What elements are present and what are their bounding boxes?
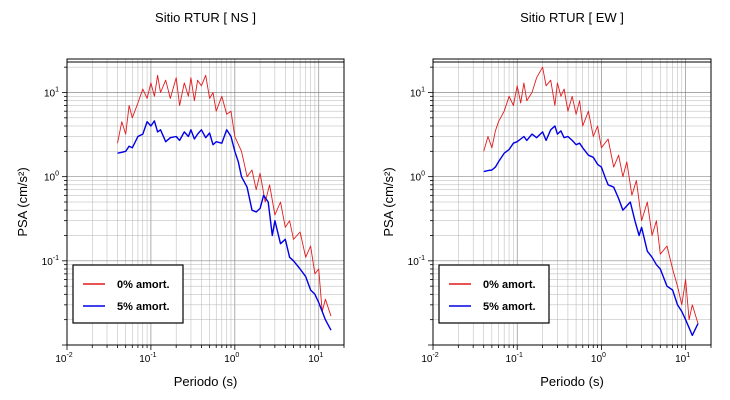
grid	[66, 59, 345, 346]
chart-title: Sitio RTUR [ NS ]	[155, 10, 256, 25]
series-line-blue	[117, 120, 332, 331]
y-tick-label: 10-1	[42, 255, 59, 268]
x-tick-label: 10-2	[55, 352, 72, 365]
chart-title: Sitio RTUR [ EW ]	[520, 10, 624, 25]
x-tick-label: 100	[591, 352, 606, 365]
legend-box	[438, 264, 550, 324]
x-tick-label: 101	[308, 352, 323, 365]
y-axis-label: PSA (cm/s²)	[15, 167, 30, 236]
y-tick-label: 10-1	[408, 255, 425, 268]
series-group	[117, 74, 332, 331]
plot-frame	[432, 58, 712, 346]
legend: 0% amort. 5% amort.	[438, 264, 550, 324]
x-axis-label: Periodo (s)	[174, 374, 238, 389]
chart-panel-1: Sitio RTUR [ NS ] 10-2 10-1 100 101 10-1 100 10…	[15, 10, 345, 389]
legend-label: 0% amort.	[117, 279, 170, 291]
series-group	[483, 66, 699, 337]
x-tick-label: 100	[224, 352, 239, 365]
x-tick-label: 10-1	[139, 352, 156, 365]
y-tick-label: 100	[44, 171, 59, 184]
x-tick-label: 10-1	[506, 352, 523, 365]
x-tick-label: 10-2	[421, 352, 438, 365]
legend-label: 5% amort.	[117, 301, 170, 313]
y-axis-label: PSA (cm/s²)	[381, 167, 396, 236]
legend: 0% amort. 5% amort.	[72, 264, 184, 324]
series-line-red	[483, 66, 699, 324]
series-line-blue	[483, 125, 699, 337]
x-tick-label: 101	[675, 352, 690, 365]
plot-frame	[66, 58, 345, 346]
chart-panel-2: Sitio RTUR [ EW ] 10-2 10-1 100 101 10-1 100 10…	[381, 10, 712, 389]
y-tick-label: 100	[410, 171, 425, 184]
y-tick-label: 101	[410, 86, 425, 99]
legend-label: 5% amort.	[483, 301, 536, 313]
legend-box	[72, 264, 184, 324]
y-tick-label: 101	[44, 86, 59, 99]
x-axis-label: Periodo (s)	[540, 374, 604, 389]
series-line-red	[117, 74, 332, 317]
legend-label: 0% amort.	[483, 279, 536, 291]
